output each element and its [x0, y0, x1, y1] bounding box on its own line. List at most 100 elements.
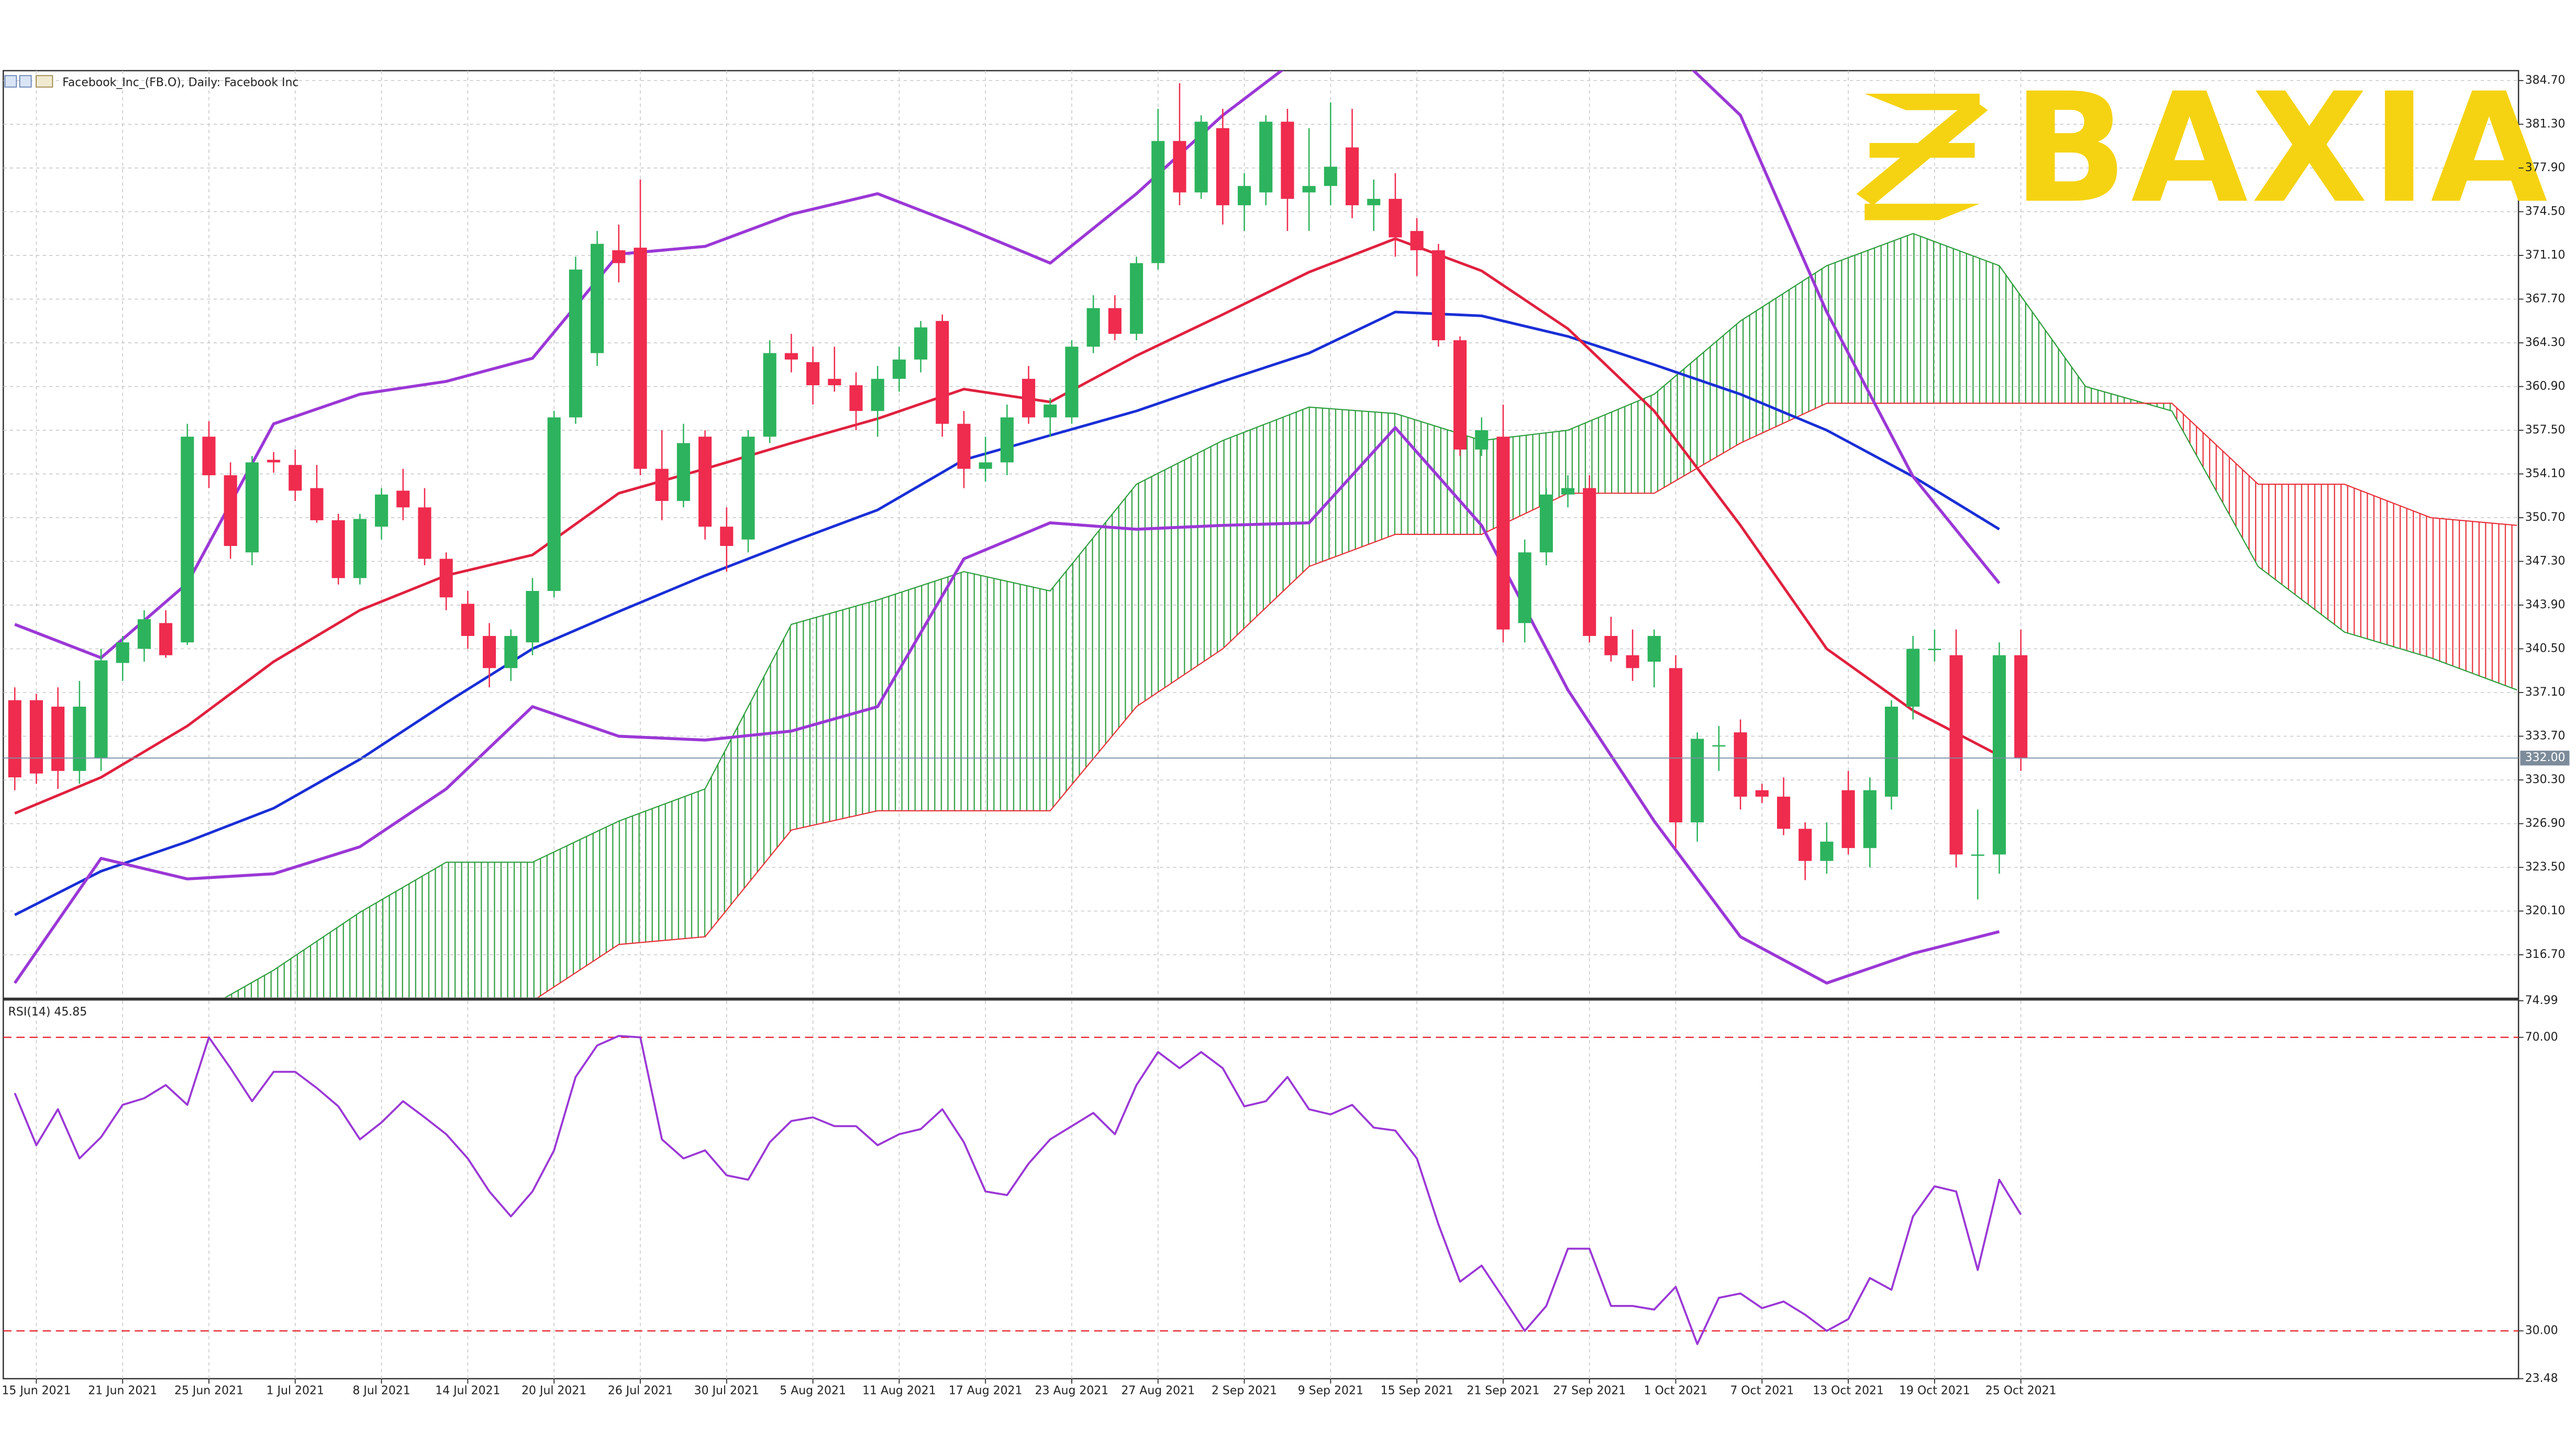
candle-body	[1884, 706, 1898, 797]
x-tick-label: 23 Aug 2021	[1035, 1384, 1109, 1397]
y-tick-label: 316.70	[2525, 948, 2566, 961]
cloud-segment	[963, 572, 1050, 811]
cloud-segment	[446, 862, 533, 998]
x-tick-label: 15 Jun 2021	[2, 1384, 71, 1397]
candle-body	[1583, 488, 1596, 636]
x-tick-label: 27 Sep 2021	[1553, 1384, 1626, 1397]
candle-body	[1431, 250, 1445, 341]
candle-body	[591, 243, 604, 353]
logo-text: BAXIA	[2013, 61, 2551, 237]
x-tick-label: 2 Sep 2021	[1212, 1384, 1277, 1397]
candle-body	[957, 423, 971, 469]
candle-body	[396, 490, 410, 508]
x-tick-label: 17 Aug 2021	[949, 1384, 1023, 1397]
candle-body	[2014, 655, 2028, 758]
candle-body	[1820, 841, 1834, 861]
cloud-segment	[1223, 407, 1309, 649]
indicator-line	[14, 70, 2001, 660]
candle-body	[720, 527, 734, 546]
cloud-segment	[1309, 407, 1395, 567]
candle-body	[1496, 437, 1510, 630]
x-tick-label: 27 Aug 2021	[1121, 1384, 1195, 1397]
y-tick-label: 343.90	[2525, 598, 2566, 611]
last-price-label: 332.00	[2525, 751, 2566, 764]
candle-body	[51, 706, 65, 771]
candle-body	[1130, 263, 1143, 334]
price-plot	[3, 70, 2519, 998]
x-tick-label: 14 Jul 2021	[435, 1384, 500, 1397]
candle-body	[1949, 655, 1963, 855]
candle-body	[892, 359, 906, 379]
rsi-title: RSI(14) 45.85	[8, 1006, 87, 1019]
candle-body	[936, 321, 949, 424]
cloud-segment	[1740, 265, 1827, 443]
candle-body	[439, 559, 453, 598]
y-tick-label: 374.50	[2525, 205, 2566, 218]
candle-body	[267, 460, 281, 463]
candle-body	[1216, 128, 1229, 206]
indicator-line	[13, 426, 2000, 985]
x-tick-label: 25 Jun 2021	[174, 1384, 243, 1397]
candle-body	[1691, 739, 1704, 823]
cloud-segment	[532, 821, 619, 998]
cloud-segment	[1654, 321, 1741, 494]
candle-body	[1173, 141, 1186, 193]
y-tick-label: 354.10	[2525, 467, 2566, 480]
candle-body	[245, 462, 259, 553]
x-tick-label: 1 Oct 2021	[1644, 1384, 1708, 1397]
candle-body	[1238, 186, 1251, 206]
y-tick-label: 333.70	[2525, 729, 2566, 742]
x-tick-label: 26 Jul 2021	[608, 1384, 673, 1397]
candle-body	[504, 635, 518, 668]
x-tick-label: 8 Jul 2021	[352, 1384, 410, 1397]
x-tick-label: 19 Oct 2021	[1899, 1384, 1970, 1397]
candle-body	[1776, 796, 1791, 829]
y-tick-label: 320.10	[2525, 905, 2566, 918]
x-tick-label: 11 Aug 2021	[862, 1384, 936, 1397]
candle-body	[310, 488, 324, 520]
candle-body	[784, 353, 798, 360]
cloud-segment	[705, 624, 792, 937]
x-tick-label: 21 Jun 2021	[88, 1384, 157, 1397]
frame	[3, 70, 2519, 1380]
candle-body	[849, 385, 863, 411]
logo-shape	[1864, 204, 1980, 220]
candle-body	[569, 269, 582, 418]
candle-body	[763, 353, 776, 437]
cloud-segment	[1136, 440, 1223, 707]
candle-body	[741, 437, 755, 540]
icon	[36, 75, 53, 88]
candle-body	[94, 660, 108, 758]
candle-body	[1669, 668, 1683, 823]
candle-body	[1906, 649, 1920, 707]
candle-body	[1302, 186, 1316, 193]
logo-shape	[1864, 93, 1980, 110]
candle-body	[1647, 635, 1661, 662]
candle-body	[1734, 732, 1747, 797]
cloud-segment	[1826, 233, 1913, 404]
candle-body	[159, 623, 173, 655]
y-tick-label: 377.90	[2525, 161, 2566, 174]
logo-symbol	[1856, 93, 1988, 220]
cloud-segment	[360, 862, 447, 998]
candle-body	[1086, 308, 1100, 347]
x-tick-label: 25 Oct 2021	[1985, 1384, 2057, 1397]
candle-body	[1281, 121, 1294, 199]
candle-body	[1453, 340, 1467, 450]
y-tick-label: 347.30	[2525, 554, 2566, 567]
candle-body	[1863, 790, 1877, 849]
x-tick-label: 30 Jul 2021	[694, 1384, 759, 1397]
candle-body	[8, 700, 21, 778]
candle-body	[1065, 347, 1079, 418]
x-tick-label: 20 Jul 2021	[521, 1384, 586, 1397]
cloud-edge	[537, 403, 2517, 998]
y-tick-label: 70.00	[2525, 1031, 2558, 1044]
candle-body	[116, 642, 129, 663]
candle-body	[1841, 790, 1855, 849]
last-price-box	[2520, 751, 2570, 766]
candle-body	[1022, 378, 1036, 418]
candle-body	[1151, 141, 1165, 263]
candle-body	[1367, 198, 1381, 206]
